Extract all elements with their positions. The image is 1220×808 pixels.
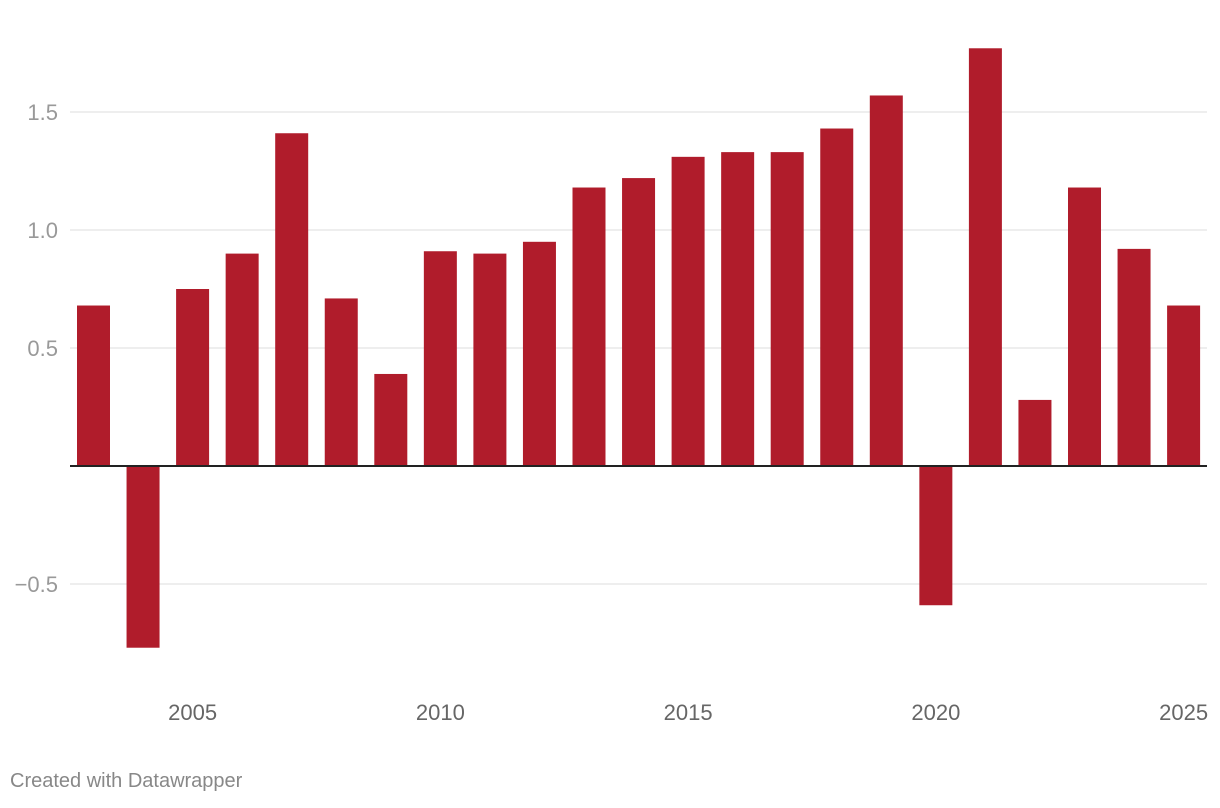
bar-2006 <box>225 253 259 466</box>
bar-2004 <box>126 466 160 648</box>
bar-2013 <box>572 187 606 466</box>
y-tick-label: 1.5 <box>27 100 58 125</box>
x-tick-label: 2020 <box>911 700 960 725</box>
y-tick-label: 1.0 <box>27 218 58 243</box>
bar-2023 <box>1068 187 1101 466</box>
y-axis-tick-labels: 1.5 1.0 0.5 −0.5 <box>15 100 58 597</box>
bar-2014 <box>622 178 656 466</box>
bar-2011 <box>473 253 507 466</box>
bar-2020 <box>919 466 953 606</box>
bar-2007 <box>275 133 309 467</box>
bar-2019 <box>869 95 903 466</box>
x-tick-label: 2025 <box>1159 700 1208 725</box>
bar-2024 <box>1117 248 1151 466</box>
bar-2010 <box>423 251 457 466</box>
bar-2003 <box>77 305 110 466</box>
bar-2008 <box>324 298 358 466</box>
bar-2017 <box>770 152 804 466</box>
datawrapper-credit: Created with Datawrapper <box>10 770 243 792</box>
x-tick-label: 2010 <box>416 700 465 725</box>
bar-2012 <box>522 241 556 466</box>
y-tick-label: 0.5 <box>27 336 58 361</box>
bars <box>77 48 1201 648</box>
bar-2009 <box>374 373 408 466</box>
x-axis-tick-labels: 2005 2010 2015 2020 2025 <box>168 700 1208 725</box>
x-tick-label: 2015 <box>664 700 713 725</box>
bar-chart: 1.5 1.0 0.5 −0.5 2005 2010 2015 2020 2025 <box>15 48 1208 725</box>
bar-2018 <box>820 128 854 466</box>
bar-2022 <box>1018 399 1052 466</box>
bar-2021 <box>968 48 1002 466</box>
y-tick-label: −0.5 <box>15 572 58 597</box>
bar-2015 <box>671 156 705 466</box>
bar-2016 <box>721 152 755 466</box>
bar-2005 <box>176 289 210 466</box>
bar-2025 <box>1167 305 1201 466</box>
x-tick-label: 2005 <box>168 700 217 725</box>
